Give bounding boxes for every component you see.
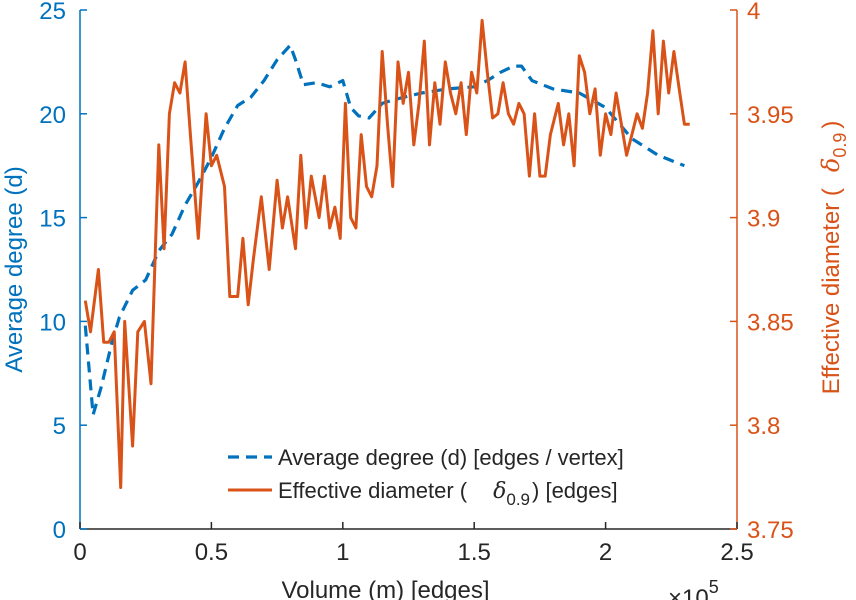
right-y-tick-label: 3.9: [747, 206, 780, 233]
left-y-tick-label: 5: [53, 413, 66, 440]
legend-label-symbol: δ: [493, 479, 506, 504]
right-y-tick-label: 3.8: [747, 413, 780, 440]
right-y-axis-label-suffix: ): [818, 121, 845, 129]
legend: Average degree (d) [edges / vertex] Effec…: [228, 445, 624, 509]
x-axis-multiplier: ×105: [668, 577, 719, 600]
legend-label-prefix: Effective diameter (: [278, 478, 468, 503]
x-tick-label: 1: [336, 539, 349, 566]
x-axis-multiplier-base: ×10: [668, 585, 709, 600]
x-tick-label: 1.5: [458, 539, 491, 566]
left-y-axis-label: Average degree (d): [1, 166, 28, 372]
series-average-degree-line: [83, 43, 685, 417]
left-y-tick-label: 25: [39, 0, 66, 25]
x-tick-label: 2: [599, 539, 612, 566]
x-tick-label: 0.5: [195, 539, 228, 566]
legend-label-average-degree: Average degree (d) [edges / vertex]: [278, 445, 624, 470]
plot-layer: [83, 18, 690, 489]
right-y-axis-label: Effective diameter ( δ0.9): [817, 121, 850, 395]
right-y-tick-label: 3.95: [747, 102, 794, 129]
left-y-tick-label: 20: [39, 102, 66, 129]
right-y-axis-label-prefix: Effective diameter (: [818, 188, 845, 394]
right-y-tick-label: 3.75: [747, 517, 794, 544]
x-tick-label: 2.5: [720, 539, 753, 566]
x-axis-label: Volume (m) [edges]: [281, 577, 489, 600]
left-y-tick-label: 0: [53, 517, 66, 544]
right-y-axis-label-symbol: δ: [817, 158, 845, 172]
legend-label-effective-diameter: Effective diameter ( δ0.9) [edges]: [278, 478, 618, 509]
legend-label-subscript: 0.9: [506, 490, 530, 509]
x-tick-label: 0: [73, 539, 86, 566]
series-effective-diameter-line: [83, 18, 690, 489]
x-axis-multiplier-exponent: 5: [709, 577, 719, 597]
left-y-tick-label: 15: [39, 206, 66, 233]
legend-label-suffix: ) [edges]: [532, 478, 618, 503]
right-y-axis-label-subscript: 0.9: [830, 133, 850, 158]
right-y-tick-label: 3.85: [747, 309, 794, 336]
right-y-tick-label: 4: [747, 0, 760, 25]
left-y-tick-label: 10: [39, 309, 66, 336]
